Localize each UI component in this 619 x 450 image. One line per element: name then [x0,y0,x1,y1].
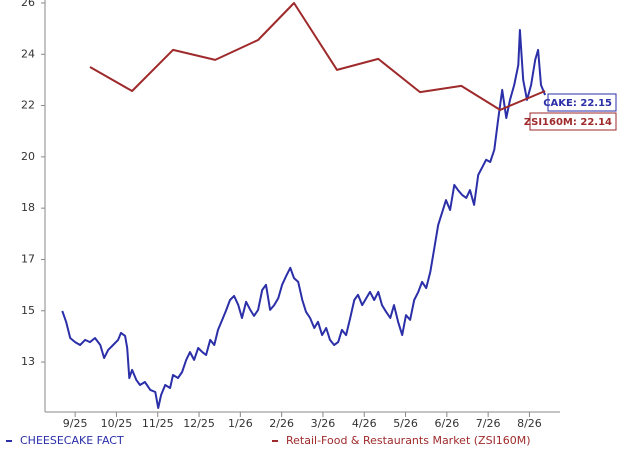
legend-label: CHEESECAKE FACT [20,434,124,447]
x-tick-label: 1/26 [228,417,253,430]
x-tick-label: 4/26 [352,417,377,430]
y-tick-label: 15 [21,304,35,317]
y-tick-label: 18 [21,201,35,214]
callout-box [547,93,617,112]
y-tick-label: 26 [21,0,35,9]
x-tick-label: 3/26 [311,417,336,430]
x-tick-label: 11/25 [142,417,174,430]
x-tick-label: 8/26 [517,417,542,430]
x-tick-label: 5/26 [393,417,418,430]
y-tick-label: 13 [21,355,35,368]
x-tick-label: 6/26 [434,417,459,430]
y-tick-label: 22 [21,99,35,112]
x-tick-label: 2/26 [269,417,294,430]
y-tick-label: 24 [21,47,35,60]
x-tick-label: 9/25 [63,417,88,430]
y-tick-label: 17 [21,252,35,265]
y-tick-label: 20 [21,150,35,163]
callout-label: CAKE: 22.15 [543,98,612,109]
legend-label: Retail-Food & Restaurants Market (ZSI160… [286,434,531,447]
x-tick-label: 7/26 [476,417,501,430]
x-tick-label: 10/25 [101,417,133,430]
series-line [89,2,546,111]
x-tick-label: 12/25 [183,417,215,430]
callout-box [529,112,617,131]
callout-label: ZSI160M: 22.14 [524,117,612,128]
series-line [61,29,547,409]
